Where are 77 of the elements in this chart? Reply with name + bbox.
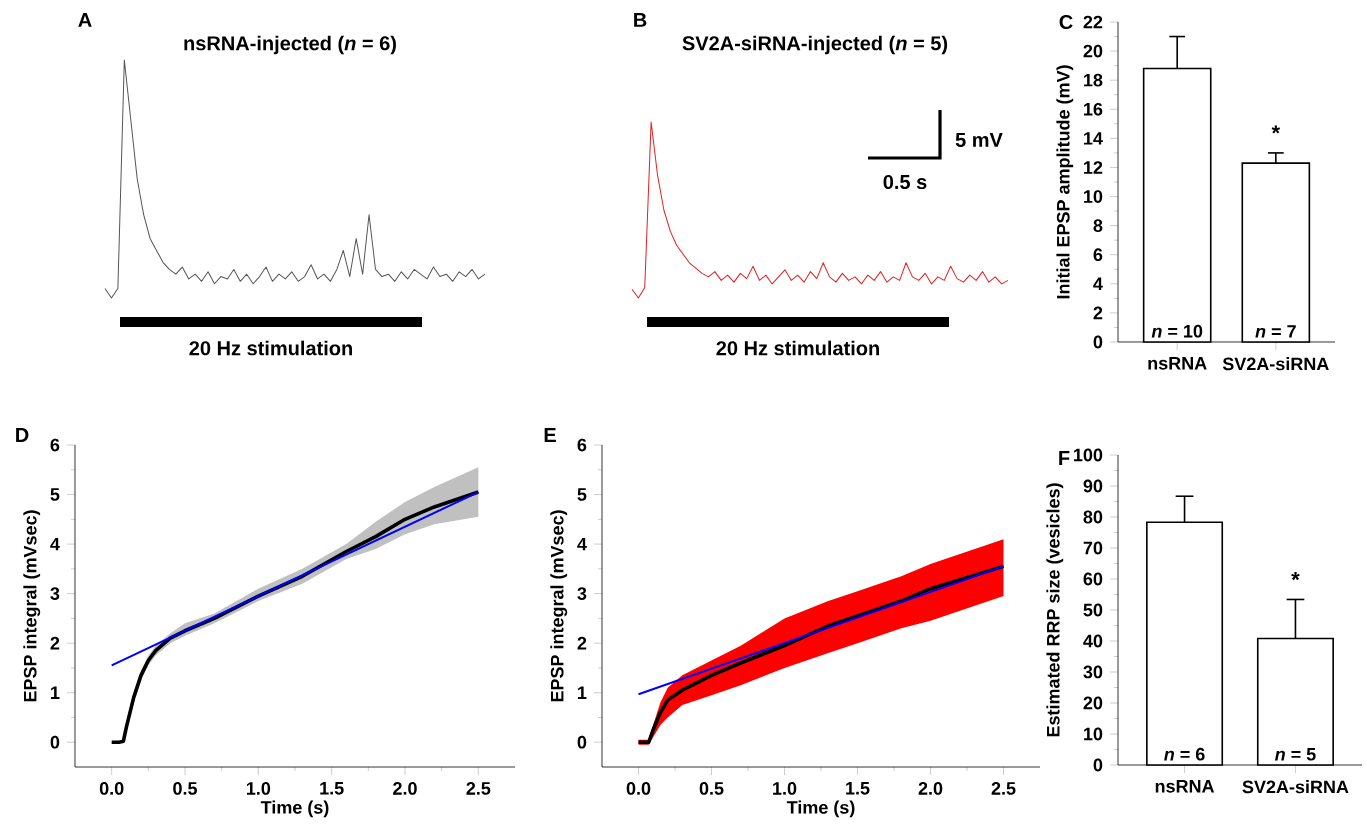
x-tick-label: 2.0 <box>918 782 943 795</box>
text: 20 Hz stimulation <box>189 340 352 356</box>
y-tick-label: 8 <box>1093 219 1103 233</box>
y-axis-title: EPSP integral (mVsec) <box>23 510 41 702</box>
y-tick-label: 4 <box>577 537 587 551</box>
chart-title: SV2A-siRNA-injected (n = 5) <box>682 35 948 55</box>
y-tick-label: 22 <box>1083 15 1103 29</box>
x-tick-label: 2.5 <box>991 782 1016 795</box>
x-tick-label: 1.5 <box>320 782 344 795</box>
y-tick-label: 4 <box>1093 277 1103 291</box>
y-tick-label: 30 <box>1083 665 1103 679</box>
y-tick-label: 3 <box>577 587 587 600</box>
text: A <box>78 13 92 27</box>
x-tick-label: 1.0 <box>246 782 271 795</box>
x-tick-label: 1.5 <box>846 782 870 795</box>
y-tick-label: 2 <box>577 636 587 650</box>
y-tick-label: 3 <box>50 587 60 600</box>
x-tick-label: 0.5 <box>173 782 197 795</box>
y-tick-label: 18 <box>1084 73 1103 87</box>
y-tick-label: 14 <box>1084 132 1103 145</box>
y-tick-label: 20 <box>1083 44 1103 58</box>
y-tick-label: 90 <box>1083 479 1103 493</box>
annotation: 0.5 s <box>883 174 927 190</box>
y-tick-label: 2 <box>50 636 60 650</box>
y-tick-label: 0 <box>1093 335 1103 349</box>
x-tick-label: 0.0 <box>626 782 651 795</box>
text: B <box>634 13 647 27</box>
y-tick-label: 1 <box>578 686 587 699</box>
y-tick-label: 12 <box>1084 161 1103 174</box>
chart-title: nsRNA-injected (n = 6) <box>184 35 396 55</box>
x-axis-title: Time (s) <box>260 800 329 818</box>
x-tick-label: 2.5 <box>466 782 491 795</box>
annotation: n = 10 <box>1151 324 1203 338</box>
x-tick-label: nsRNA <box>1155 780 1215 793</box>
y-tick-label: 60 <box>1083 572 1103 586</box>
y-tick-label: 20 <box>1083 696 1103 710</box>
x-tick-label: SV2A-siRNA <box>1242 780 1349 794</box>
y-tick-label: 5 <box>50 488 60 501</box>
y-tick-label: 4 <box>50 537 60 551</box>
y-tick-label: 1 <box>51 686 60 699</box>
annotation: n = 6 <box>1164 747 1205 761</box>
y-tick-label: 0 <box>50 735 60 749</box>
y-axis-title: Initial EPSP amplitude (mV) <box>1056 65 1074 299</box>
annotation: n = 5 <box>1275 748 1316 761</box>
y-tick-label: 100 <box>1074 448 1103 462</box>
y-axis-title: EPSP integral (mVsec) <box>550 510 568 702</box>
y-tick-label: 80 <box>1083 510 1103 524</box>
x-axis-title: Time (s) <box>786 800 855 818</box>
y-tick-label: 50 <box>1083 603 1103 617</box>
text: D <box>16 428 29 442</box>
text: 20 Hz stimulation <box>716 340 879 356</box>
annotation: * <box>1291 571 1300 581</box>
y-tick-label: 70 <box>1083 541 1103 555</box>
text: C <box>1059 14 1073 30</box>
x-tick-label: nsRNA <box>1148 357 1207 370</box>
x-tick-label: 2.0 <box>393 782 417 795</box>
annotation: * <box>1271 125 1281 134</box>
text: E <box>544 428 556 442</box>
y-tick-label: 10 <box>1084 190 1103 203</box>
x-tick-label: 0.0 <box>99 782 124 795</box>
y-tick-label: 40 <box>1083 634 1103 648</box>
y-tick-label: 0 <box>577 735 587 749</box>
y-tick-label: 2 <box>1093 306 1103 320</box>
y-tick-label: 0 <box>1093 758 1103 772</box>
x-tick-label: 0.5 <box>699 782 724 795</box>
x-tick-label: 1.0 <box>773 782 797 795</box>
y-tick-label: 6 <box>1093 248 1103 262</box>
y-tick-label: 5 <box>577 488 587 501</box>
annotation: n = 7 <box>1255 325 1296 338</box>
y-tick-label: 16 <box>1084 102 1103 116</box>
y-tick-label: 10 <box>1084 727 1103 741</box>
y-axis-title: Estimated RRP size (vesicles) <box>1046 483 1064 737</box>
annotation: 5 mV <box>955 133 1003 147</box>
text: F <box>1059 451 1070 465</box>
x-tick-label: SV2A-siRNA <box>1222 357 1329 371</box>
y-tick-label: 6 <box>577 438 587 452</box>
y-tick-label: 6 <box>50 438 60 452</box>
